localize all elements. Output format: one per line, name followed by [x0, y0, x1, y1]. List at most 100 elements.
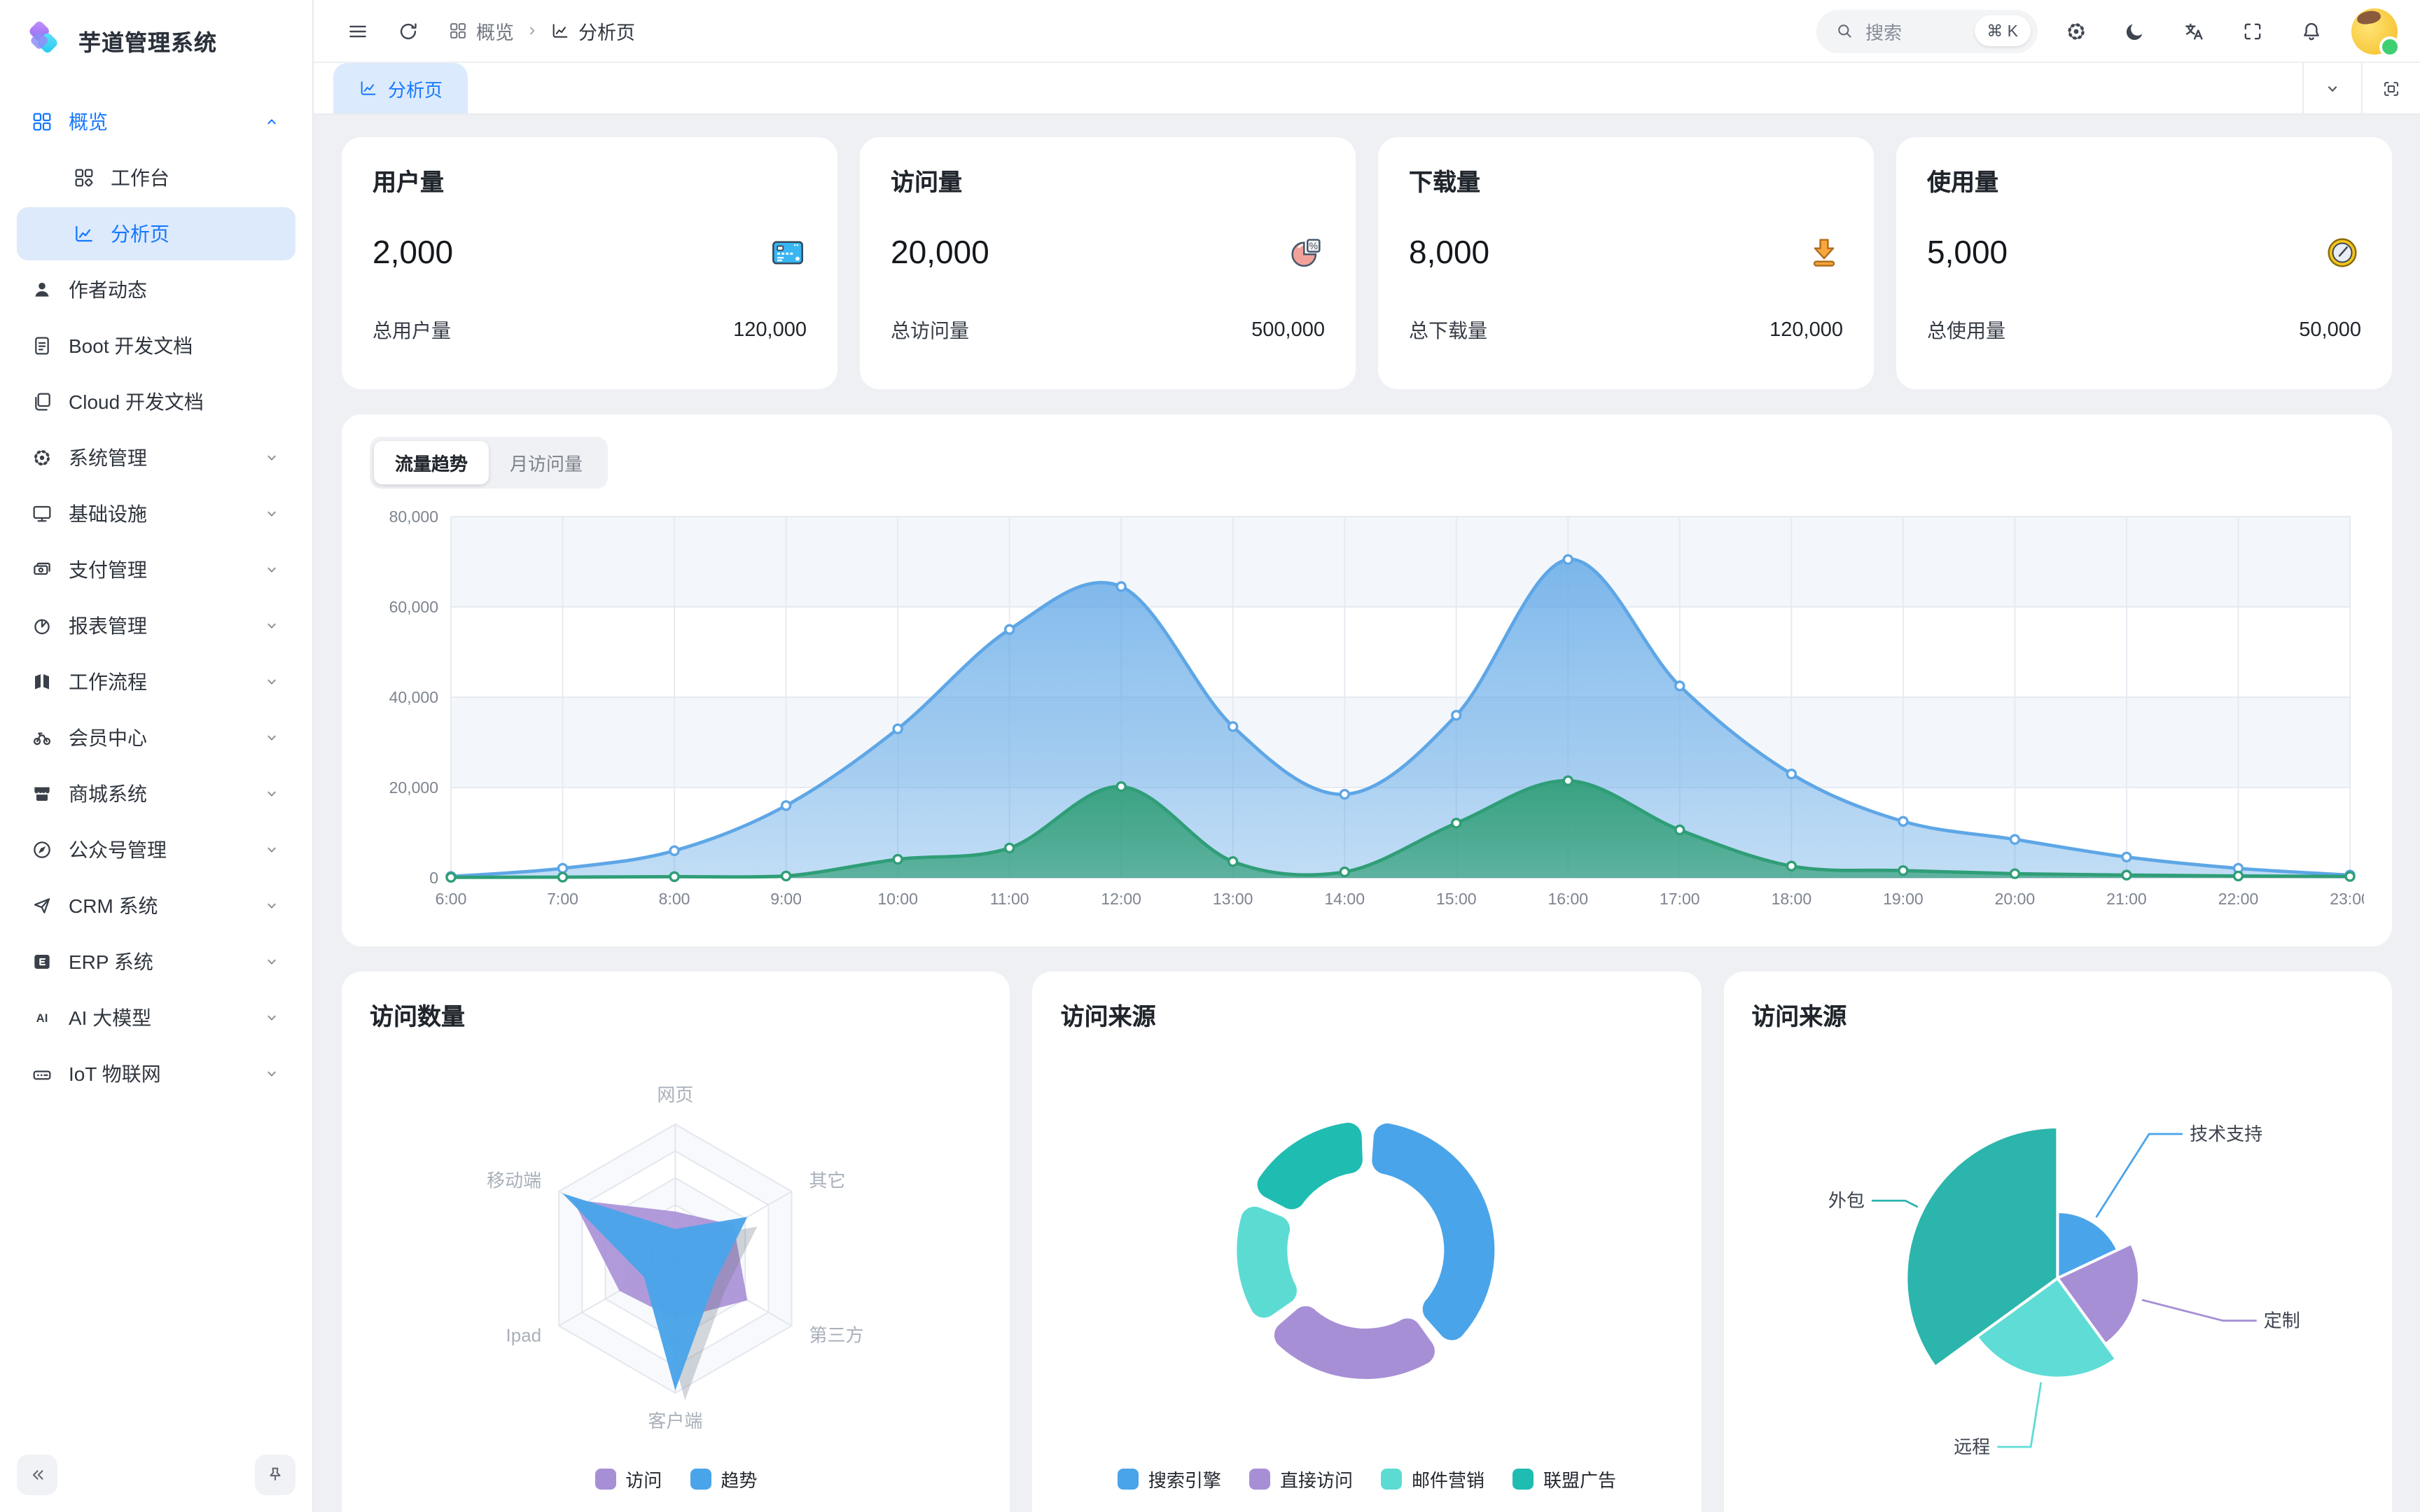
- svg-text:20,000: 20,000: [389, 778, 438, 797]
- sidebar-item-pay[interactable]: 支付管理: [17, 543, 295, 596]
- sidebar-item-ai[interactable]: AI 大模型: [17, 991, 295, 1044]
- search-placeholder: 搜索: [1865, 22, 1903, 43]
- chevron-down-icon: [262, 1064, 281, 1084]
- tab-bar: 分析页: [314, 63, 2420, 115]
- sidebar-item-analysis[interactable]: 分析页: [17, 207, 295, 260]
- svg-text:15:00: 15:00: [1436, 890, 1477, 908]
- svg-text:第三方: 第三方: [809, 1324, 864, 1345]
- stat-total-label: 总使用量: [1927, 319, 2005, 342]
- svg-text:客户端: 客户端: [648, 1410, 702, 1432]
- stat-card-title: 用户量: [373, 169, 444, 196]
- user-icon: [31, 279, 53, 301]
- app-logo[interactable]: 芋道管理系统: [0, 0, 312, 73]
- stat-card-value: 2,000: [373, 234, 454, 270]
- legend-item-联盟广告[interactable]: 联盟广告: [1512, 1466, 1616, 1492]
- sidebar-item-iot[interactable]: IoT 物联网: [17, 1047, 295, 1100]
- svg-text:16:00: 16:00: [1548, 890, 1589, 908]
- visit-source-donut-chart: [1237, 1122, 1495, 1379]
- sidebar-item-label: 会员中心: [69, 727, 147, 749]
- stat-total-label: 总下载量: [1409, 319, 1487, 342]
- tab-list-dropdown-button[interactable]: [2302, 63, 2361, 113]
- sidebar-item-author-news[interactable]: 作者动态: [17, 263, 295, 316]
- card-title: 访问来源: [1060, 1004, 1156, 1030]
- svg-text:22:00: 22:00: [2218, 890, 2259, 908]
- legend-item-搜索引擎[interactable]: 搜索引擎: [1117, 1466, 1221, 1492]
- search-input[interactable]: 搜索 ⌘ K: [1816, 9, 2038, 52]
- sidebar-item-official-account[interactable]: 公众号管理: [17, 823, 295, 876]
- breadcrumb: 概览 分析页: [448, 17, 635, 45]
- sidebar-item-erp[interactable]: ERP 系统: [17, 935, 295, 988]
- visit-source-rose-card: 访问来源 技术支持 定制 远程 外包: [1723, 972, 2392, 1512]
- chevron-down-icon: [262, 728, 281, 748]
- language-button[interactable]: [2172, 10, 2214, 52]
- stat-card-value: 5,000: [1927, 234, 2008, 270]
- sidebar-item-infra[interactable]: 基础设施: [17, 487, 295, 540]
- sidebar-item-mall[interactable]: 商城系统: [17, 767, 295, 820]
- svg-text:13:00: 13:00: [1213, 890, 1253, 908]
- svg-text:0: 0: [429, 869, 438, 887]
- pin-sidebar-button[interactable]: [255, 1454, 295, 1494]
- stat-total-label: 总用户量: [373, 319, 451, 342]
- sidebar-item-label: 概览: [69, 111, 108, 133]
- sidebar-item-overview[interactable]: 概览: [17, 95, 295, 148]
- sidebar-item-label: 分析页: [111, 223, 169, 245]
- sidebar: 芋道管理系统 概览工作台分析页作者动态 Boot 开发文档 Cloud 开发文档系统…: [0, 0, 314, 1512]
- sidebar-item-label: Cloud 开发文档: [69, 391, 204, 413]
- legend-swatch: [690, 1469, 711, 1490]
- bottom-cards-row: 访问数量 网页 其它 第三方 客户端 Ipad 移动端 访问 趋势 访问来源 搜索引擎 直接访…: [342, 972, 2392, 1512]
- avatar[interactable]: [2351, 8, 2400, 57]
- workbench-icon: [73, 167, 95, 189]
- sidebar-item-report[interactable]: 报表管理: [17, 599, 295, 652]
- tab-analysis[interactable]: 分析页: [333, 63, 468, 113]
- svg-text:7:00: 7:00: [547, 890, 578, 908]
- settings-button[interactable]: [2054, 10, 2096, 52]
- gear-icon: [31, 447, 53, 469]
- svg-text:80,000: 80,000: [389, 507, 438, 526]
- svg-text:17:00: 17:00: [1660, 890, 1700, 908]
- fullscreen-icon: [2240, 19, 2264, 43]
- refresh-button[interactable]: [387, 10, 429, 52]
- sidebar-item-boot-docs[interactable]: Boot 开发文档: [17, 319, 295, 372]
- toggle-sidebar-button[interactable]: [336, 10, 378, 52]
- legend-swatch: [1249, 1469, 1270, 1490]
- traffic-trend-chart: 0 20,000 40,000 60,000 80,000 6:00 7:00 8:00 9:0…: [389, 507, 2364, 908]
- traffic-tab-trend[interactable]: 流量趋势: [374, 441, 489, 484]
- sidebar-item-crm[interactable]: CRM 系统: [17, 879, 295, 932]
- chevron-down-icon: [262, 504, 281, 524]
- sidebar-item-cloud-docs[interactable]: Cloud 开发文档: [17, 375, 295, 428]
- fullscreen-button[interactable]: [2231, 10, 2273, 52]
- stat-total-value: 120,000: [1769, 319, 1843, 342]
- legend-swatch: [1117, 1469, 1139, 1490]
- chevron-down-icon: [262, 784, 281, 804]
- theme-toggle-button[interactable]: [2113, 10, 2155, 52]
- hamburger-icon: [345, 19, 369, 43]
- sidebar-item-member[interactable]: 会员中心: [17, 711, 295, 764]
- stat-card-value: 8,000: [1409, 234, 1490, 270]
- svg-text:14:00: 14:00: [1324, 890, 1365, 908]
- sidebar-item-system[interactable]: 系统管理: [17, 431, 295, 484]
- legend-item-邮件营销[interactable]: 邮件营销: [1380, 1466, 1484, 1492]
- svg-text:10:00: 10:00: [877, 890, 918, 908]
- collapse-sidebar-button[interactable]: [17, 1454, 57, 1494]
- stat-card-value: 20,000: [891, 234, 989, 270]
- notifications-button[interactable]: [2290, 10, 2332, 52]
- sidebar-item-label: IoT 物联网: [69, 1063, 161, 1085]
- legend-item-趋势[interactable]: 趋势: [690, 1466, 757, 1492]
- breadcrumb-analysis[interactable]: 分析页: [550, 17, 635, 45]
- legend-item-直接访问[interactable]: 直接访问: [1249, 1466, 1353, 1492]
- traffic-tab-monthly[interactable]: 月访问量: [489, 441, 604, 484]
- page-content: 用户量 2,000 总用户量 120,000 访问量 20,000 总访问量 500,000 下…: [314, 115, 2420, 1512]
- iot-icon: [31, 1063, 53, 1085]
- stat-total-value: 500,000: [1251, 319, 1325, 342]
- grid-icon: [448, 21, 468, 41]
- top-bar: 概览 分析页 搜索 ⌘ K: [314, 0, 2420, 63]
- svg-text:18:00: 18:00: [1772, 890, 1812, 908]
- breadcrumb-overview[interactable]: 概览: [448, 17, 514, 45]
- sidebar-item-workflow[interactable]: 工作流程: [17, 655, 295, 708]
- svg-text:21:00: 21:00: [2106, 890, 2147, 908]
- ai-icon: [31, 1007, 53, 1029]
- search-icon: [1835, 21, 1854, 41]
- sidebar-item-workbench[interactable]: 工作台: [17, 151, 295, 204]
- legend-item-访问[interactable]: 访问: [594, 1466, 662, 1492]
- maximize-content-button[interactable]: [2361, 63, 2420, 113]
